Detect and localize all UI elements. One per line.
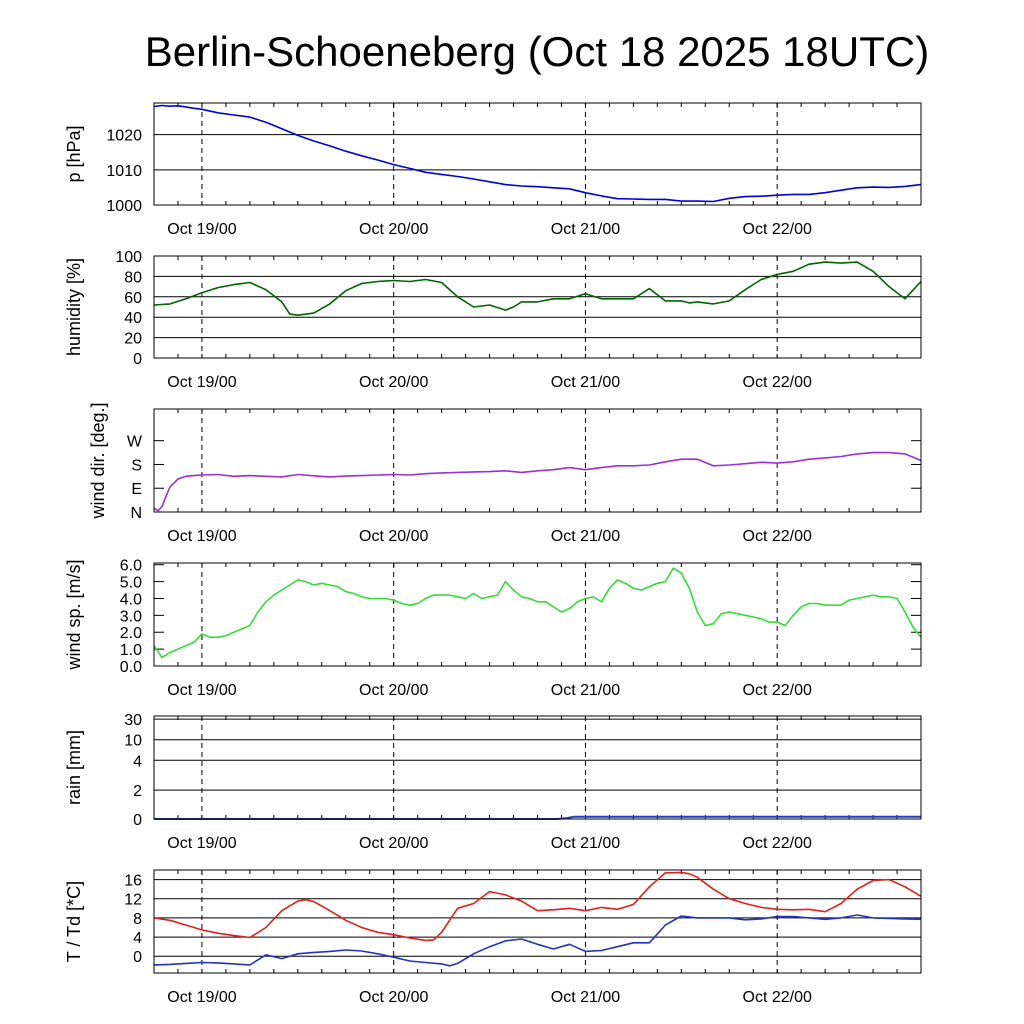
x-tick-label-temperature-2: Oct 21/00 [551, 989, 620, 1006]
x-tick-label-humidity-2: Oct 21/00 [551, 374, 620, 391]
y-tick-label-rain-4: 30 [124, 712, 142, 729]
y-tick-label-humidity-0: 0 [133, 351, 142, 368]
x-tick-label-pressure-3: Oct 22/00 [743, 221, 812, 238]
x-tick-label-wind_speed-3: Oct 22/00 [743, 682, 812, 699]
y-tick-label-wind_speed-4: 4.0 [120, 591, 142, 608]
y-tick-label-humidity-5: 100 [115, 249, 142, 266]
x-tick-label-temperature-1: Oct 20/00 [359, 989, 428, 1006]
x-tick-label-wind_dir-0: Oct 19/00 [167, 528, 236, 545]
plot-frame-pressure [153, 102, 922, 206]
y-axis-label-pressure: p [hPa] [64, 125, 84, 182]
x-tick-label-rain-1: Oct 20/00 [359, 835, 428, 852]
panel-pressure: 1000 1010 1020 Oct 19/00 Oct 20/00 Oct 21/00 O… [64, 102, 922, 238]
plot-frame-wind_speed [153, 562, 922, 667]
y-tick-label-wind_speed-2: 2.0 [120, 625, 142, 642]
series-line-temperature-1 [153, 914, 922, 967]
series-line-temperature-0 [153, 871, 922, 942]
x-tick-label-humidity-0: Oct 19/00 [167, 374, 236, 391]
x-tick-label-humidity-1: Oct 20/00 [359, 374, 428, 391]
series-line-pressure-0 [153, 104, 922, 203]
y-tick-label-humidity-4: 80 [124, 269, 142, 286]
x-tick-label-rain-0: Oct 19/00 [167, 835, 236, 852]
y-tick-label-wind_speed-0: 0.0 [120, 659, 142, 676]
x-tick-label-rain-2: Oct 21/00 [551, 835, 620, 852]
x-tick-label-wind_speed-0: Oct 19/00 [167, 682, 236, 699]
plot-frame-temperature [153, 869, 922, 974]
plot-frame-wind_dir [153, 408, 922, 513]
y-axis-label-wind_dir: wind dir. [deg.] [88, 402, 108, 519]
y-tick-label-temperature-0: 0 [133, 949, 142, 966]
plot-frame-rain [153, 715, 922, 820]
y-axis-label-rain: rain [mm] [64, 730, 84, 805]
panel-rain: 0 2 4 10 30 Oct 19/00 Oct 20/00 Oct 21/00 Oct 22… [64, 712, 922, 852]
x-tick-label-pressure-1: Oct 20/00 [359, 221, 428, 238]
y-tick-label-wind_speed-3: 3.0 [120, 608, 142, 625]
chart-title: Berlin-Schoeneberg (Oct 18 2025 18UTC) [145, 28, 929, 75]
y-tick-label-rain-2: 4 [133, 753, 142, 770]
plot-frame-humidity [153, 255, 922, 359]
y-axis-label-humidity: humidity [%] [64, 258, 84, 356]
y-tick-label-temperature-4: 16 [124, 873, 142, 890]
x-tick-label-wind_dir-1: Oct 20/00 [359, 528, 428, 545]
y-tick-label-wind_dir-0: N [130, 505, 142, 522]
y-tick-label-wind_speed-5: 5.0 [120, 575, 142, 592]
x-tick-label-wind_speed-2: Oct 21/00 [551, 682, 620, 699]
x-tick-label-wind_dir-2: Oct 21/00 [551, 528, 620, 545]
y-tick-label-temperature-1: 4 [133, 930, 142, 947]
series-line-humidity-0 [153, 261, 922, 317]
series-line-wind_dir-0 [153, 451, 922, 512]
x-tick-label-temperature-3: Oct 22/00 [743, 989, 812, 1006]
y-tick-label-humidity-1: 20 [124, 331, 142, 348]
x-tick-label-wind_dir-3: Oct 22/00 [743, 528, 812, 545]
y-axis-label-temperature: T / Td [*C] [64, 881, 84, 962]
x-tick-label-humidity-3: Oct 22/00 [743, 374, 812, 391]
y-tick-label-humidity-2: 40 [124, 310, 142, 327]
y-tick-label-wind_speed-1: 1.0 [120, 642, 142, 659]
x-tick-label-wind_speed-1: Oct 20/00 [359, 682, 428, 699]
y-tick-label-wind_dir-3: W [127, 434, 143, 451]
x-tick-label-rain-3: Oct 22/00 [743, 835, 812, 852]
series-line-wind_speed-0 [153, 567, 922, 659]
y-axis-label-wind_speed: wind sp. [m/s] [64, 559, 84, 670]
y-tick-label-temperature-2: 8 [133, 911, 142, 928]
y-tick-label-wind_dir-2: S [131, 457, 142, 474]
panel-temperature: 0 4 8 12 16 Oct 19/00 Oct 20/00 Oct 21/00 Oct 22… [64, 869, 922, 1006]
y-tick-label-rain-1: 2 [133, 783, 142, 800]
x-tick-label-pressure-0: Oct 19/00 [167, 221, 236, 238]
y-tick-label-rain-0: 0 [133, 812, 142, 829]
y-tick-label-pressure-0: 1000 [106, 198, 142, 215]
y-tick-label-pressure-1: 1010 [106, 163, 142, 180]
y-tick-label-pressure-2: 1020 [106, 128, 142, 145]
y-tick-label-humidity-3: 60 [124, 290, 142, 307]
y-tick-label-wind_speed-6: 6.0 [120, 558, 142, 575]
panel-humidity: 0 20 40 60 80 100 Oct 19/00 Oct 20/00 Oct 21/00 O… [64, 249, 922, 391]
y-tick-label-temperature-3: 12 [124, 892, 142, 909]
y-tick-label-wind_dir-1: E [131, 481, 142, 498]
y-tick-label-rain-3: 10 [124, 733, 142, 750]
x-tick-label-temperature-0: Oct 19/00 [167, 989, 236, 1006]
x-tick-label-pressure-2: Oct 21/00 [551, 221, 620, 238]
panel-wind_speed: 0.01.02.03.04.05.06.0 Oct 19/00 Oct 20/00 O… [64, 558, 922, 699]
